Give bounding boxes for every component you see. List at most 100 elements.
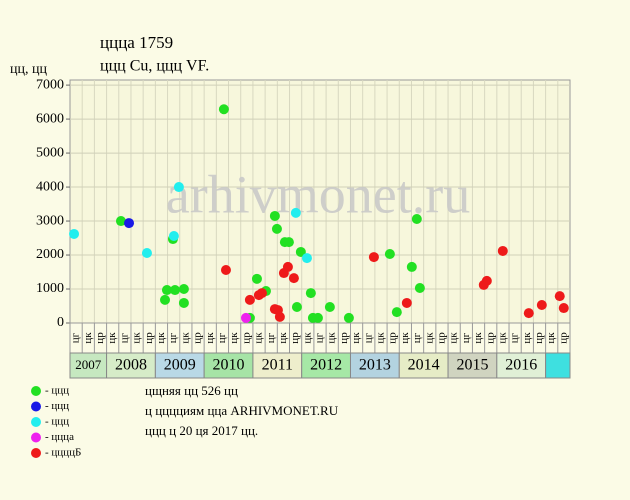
- year-label: 2010: [213, 357, 245, 374]
- legend-marker: [31, 401, 41, 412]
- legend-label: - ццц: [45, 385, 69, 397]
- x-tick-label: цр: [94, 332, 106, 344]
- x-tick-label: цк: [204, 332, 216, 344]
- point: [558, 303, 569, 314]
- x-tick-label: цк: [448, 332, 460, 344]
- x-tick-label: цк: [228, 332, 240, 344]
- point: [141, 247, 152, 258]
- point: [161, 285, 172, 296]
- legend-label: - ццц: [45, 400, 69, 412]
- x-tick-label: цг: [167, 332, 179, 343]
- point: [283, 237, 294, 248]
- y-tick-label: 0: [57, 315, 64, 330]
- point: [220, 264, 231, 275]
- point: [251, 273, 262, 284]
- legend-marker: [31, 417, 41, 427]
- year-cell: [106, 352, 156, 379]
- point: [523, 308, 534, 319]
- year-label: 2015: [456, 357, 488, 374]
- year-label: 2009: [164, 357, 196, 374]
- year-label: 2014: [408, 357, 440, 374]
- x-tick-label: цр: [557, 332, 569, 344]
- x-tick-label: цк: [179, 332, 191, 344]
- x-tick-label: цг: [216, 332, 228, 343]
- point: [218, 104, 229, 115]
- legend-marker: [31, 448, 41, 458]
- point: [173, 182, 184, 193]
- legend-label: - ццц: [45, 416, 69, 428]
- point: [160, 294, 170, 305]
- legend-marker: [31, 386, 41, 396]
- x-tick-label: цг: [314, 332, 326, 343]
- year-cell: [545, 352, 571, 379]
- point: [290, 207, 301, 218]
- x-tick-label: цк: [326, 332, 338, 344]
- point: [384, 249, 395, 260]
- point: [244, 294, 255, 305]
- x-tick-label: цк: [399, 332, 411, 344]
- watermark: arhivmonet.ru: [166, 164, 470, 224]
- y-tick-label: 6000: [36, 111, 64, 126]
- point: [240, 312, 251, 323]
- point: [406, 261, 417, 272]
- point: [305, 288, 316, 299]
- y-axis-label: цц, цц: [10, 62, 47, 77]
- year-label: 2016: [505, 357, 537, 374]
- point: [271, 223, 282, 234]
- x-tick-label: цг: [460, 332, 472, 343]
- y-tick-label: 3000: [36, 213, 64, 228]
- y-tick-label: 2000: [36, 247, 64, 262]
- point: [368, 252, 379, 263]
- x-tick-label: цр: [192, 332, 204, 344]
- year-label: 2013: [359, 357, 391, 374]
- point: [312, 312, 323, 323]
- point: [168, 230, 179, 241]
- x-tick-label: цк: [423, 332, 435, 344]
- x-tick-label: цр: [338, 332, 350, 344]
- point: [295, 246, 306, 257]
- year-cell: [154, 352, 205, 379]
- x-tick-label: цк: [155, 332, 167, 344]
- point: [269, 210, 280, 221]
- x-tick-label: цг: [362, 332, 374, 343]
- x-tick-label: цк: [545, 332, 557, 344]
- x-tick-label: цг: [118, 332, 130, 343]
- year-cell: [349, 352, 400, 379]
- year-label: 2008: [115, 357, 147, 374]
- point: [282, 261, 293, 272]
- point: [69, 228, 80, 239]
- year-label: 2007: [75, 357, 102, 372]
- point: [481, 275, 492, 286]
- point: [391, 307, 402, 318]
- point: [414, 282, 425, 293]
- year-label: 2011: [262, 357, 293, 374]
- point: [178, 297, 189, 308]
- x-tick-label: цк: [472, 332, 484, 344]
- point: [256, 288, 267, 299]
- x-tick-label: цк: [131, 332, 143, 344]
- point: [536, 299, 547, 310]
- legend-marker: [31, 432, 41, 443]
- x-tick-label: цк: [82, 332, 94, 344]
- year-label: 2012: [310, 357, 342, 374]
- point: [554, 291, 565, 302]
- x-tick-label: цр: [533, 332, 545, 344]
- y-tick-label: 7000: [36, 77, 64, 92]
- y-tick-label: 1000: [36, 281, 64, 296]
- x-tick-label: цк: [375, 332, 387, 344]
- point: [170, 285, 180, 296]
- legend-label: - цццa: [45, 431, 74, 443]
- x-tick-label: цр: [289, 332, 301, 344]
- point: [274, 311, 285, 322]
- y-tick-label: 4000: [36, 179, 64, 194]
- point: [124, 218, 135, 229]
- point: [343, 312, 354, 323]
- x-tick-label: цр: [387, 332, 399, 344]
- chart-subtitle: ццц Cu, ццц VF.: [100, 58, 209, 75]
- x-tick-label: цк: [301, 332, 313, 344]
- note: ц цццциям цца ARHIVMONET.RU: [145, 403, 339, 418]
- point: [301, 253, 312, 264]
- x-tick-label: цр: [143, 332, 155, 344]
- year-cell: [447, 352, 498, 379]
